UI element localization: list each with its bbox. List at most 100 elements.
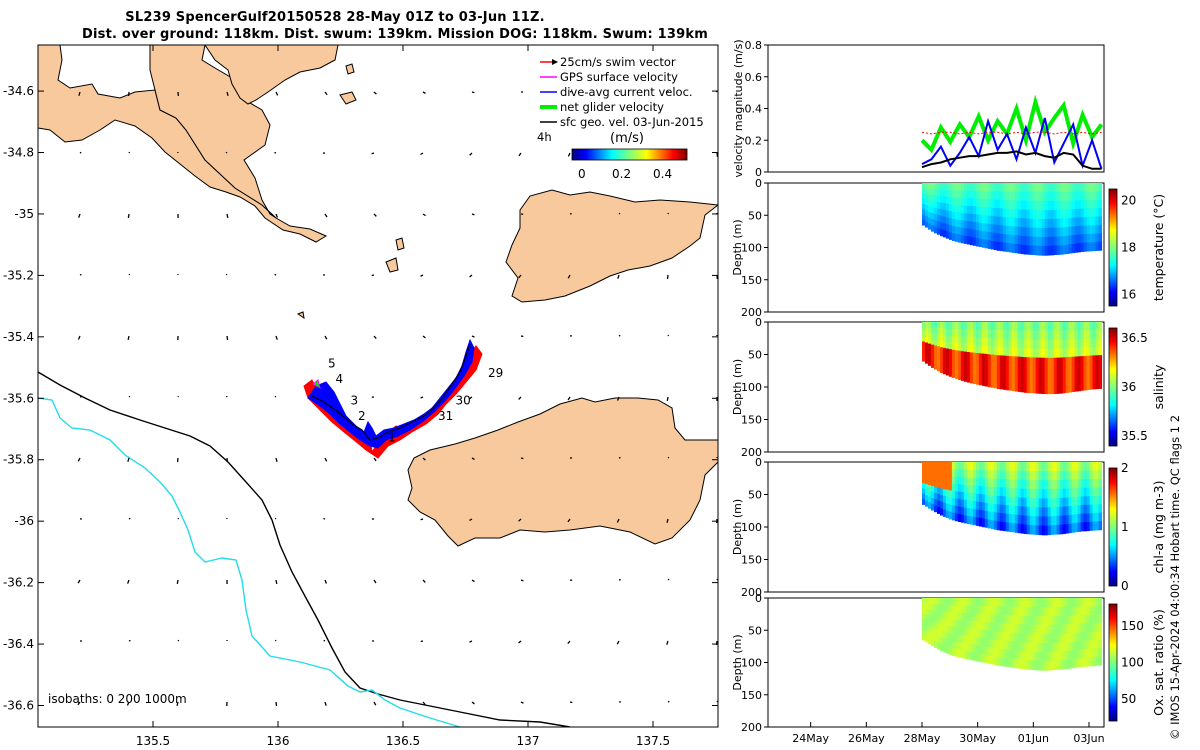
heatmap-cell (1002, 183, 1007, 193)
heatmap-cell (993, 232, 998, 242)
heatmap-cell (1029, 348, 1034, 358)
heatmap-cell (931, 183, 935, 190)
heatmap-cell (1044, 228, 1049, 238)
heatmap-cell (963, 462, 968, 471)
heatmap-cell (1038, 228, 1043, 238)
heatmap-cell (925, 478, 929, 485)
heatmap-cell (954, 226, 959, 235)
heatmap-cell (1023, 479, 1028, 490)
heatmap-cell (1086, 372, 1091, 382)
heatmap-cell (931, 621, 935, 629)
heatmap-cell (963, 484, 968, 493)
heatmap-cell (1068, 374, 1073, 384)
heatmap-cell (922, 462, 926, 468)
heatmap-cell (1032, 348, 1037, 358)
heatmap-cell (957, 227, 962, 236)
legend-net: net glider velocity (560, 100, 664, 114)
heatmap-cell (999, 233, 1004, 243)
heatmap-cell (1062, 366, 1067, 376)
heatmap-cell (1002, 606, 1007, 616)
heatmap-cell (945, 183, 950, 191)
heatmap-cell (1071, 488, 1076, 498)
heatmap-cell (1089, 496, 1094, 506)
heatmap-cell (1047, 219, 1052, 229)
heatmap-cell (1023, 339, 1028, 349)
heatmap-cell (1098, 191, 1103, 201)
heatmap-cell (1071, 462, 1076, 472)
heatmap-cell (937, 506, 941, 514)
heatmap-cell (1086, 657, 1091, 667)
heatmap-cell (1068, 633, 1073, 643)
y-tick-label: 200 (741, 446, 762, 459)
heatmap-cell (934, 610, 938, 618)
heatmap-cell (999, 225, 1004, 235)
heatmap-cell (1089, 191, 1094, 201)
credit-text: © IMOS 15-Apr-2024 04:00:34 Hobart time.… (1168, 414, 1182, 740)
heatmap-cell (1086, 623, 1091, 633)
heatmap-cell (975, 493, 980, 503)
heatmap-cell (981, 630, 986, 639)
heatmap-cell (928, 359, 932, 366)
heatmap-cell (972, 352, 977, 361)
heatmap-cell (1017, 244, 1022, 254)
heatmap-cell (1008, 479, 1013, 489)
heatmap-cell (1005, 208, 1010, 218)
heatmap-cell (1026, 624, 1031, 635)
heatmap-cell (978, 502, 983, 511)
heatmap-cell (1065, 348, 1070, 358)
heatmap-cell (942, 468, 947, 477)
heatmap-cell (1092, 521, 1097, 531)
y-axis-label: velocity magnitude (m/s) (732, 39, 745, 177)
heatmap-cell (1011, 462, 1016, 472)
heatmap-cell (987, 322, 992, 331)
geo-velocity-arrow (127, 335, 130, 340)
heatmap-cell (1035, 375, 1040, 385)
heatmap-cell (1077, 382, 1082, 392)
heatmap-cell (969, 516, 974, 525)
colorbar-tick-label: 18 (1121, 241, 1136, 255)
heatmap-cell (928, 462, 932, 469)
heatmap-cell (1020, 606, 1025, 617)
heatmap-cell (1062, 633, 1067, 643)
heatmap-cell (969, 367, 974, 376)
heatmap-cell (1071, 330, 1076, 340)
heatmap-cell (1032, 383, 1037, 394)
heatmap-cell (931, 615, 935, 623)
heatmap-cell (1017, 322, 1022, 332)
heatmap-cell (1005, 217, 1010, 227)
colorbar-tick-label: 150 (1121, 619, 1144, 633)
heatmap-cell (993, 208, 998, 217)
heatmap-cell (934, 207, 938, 215)
heatmap-cell (1038, 625, 1043, 635)
heatmap-cell (940, 598, 944, 606)
heatmap-cell (925, 484, 929, 491)
heatmap-cell (996, 470, 1001, 480)
heatmap-cell (1059, 236, 1064, 246)
heatmap-cell (925, 473, 929, 480)
heatmap-cell (990, 520, 995, 529)
heatmap-cell (1092, 372, 1097, 381)
heatmap-cell (987, 215, 992, 225)
heatmap-cell (1011, 330, 1016, 340)
heatmap-cell (972, 613, 977, 622)
heatmap-cell (1056, 357, 1061, 368)
heatmap-cell (937, 208, 941, 216)
heatmap-cell (1074, 522, 1079, 533)
heatmap-cell (1038, 322, 1043, 332)
heatmap-cell (990, 655, 995, 665)
heatmap-cell (1020, 356, 1025, 367)
heatmap-cell (1086, 191, 1091, 201)
heatmap-cell (1062, 375, 1067, 385)
heatmap-cell (951, 328, 956, 337)
heatmap-cell (993, 598, 998, 607)
heatmap-cell (981, 518, 986, 528)
heatmap-cell (1014, 382, 1019, 392)
heatmap-cell (1020, 330, 1025, 340)
heatmap-cell (1059, 191, 1064, 202)
heatmap-cell (999, 199, 1004, 209)
heatmap-cell (931, 598, 935, 605)
heatmap-cell (1095, 479, 1100, 489)
heatmap-cell (1005, 381, 1010, 391)
heatmap-cell (957, 484, 962, 493)
heatmap-cell (1083, 640, 1088, 650)
